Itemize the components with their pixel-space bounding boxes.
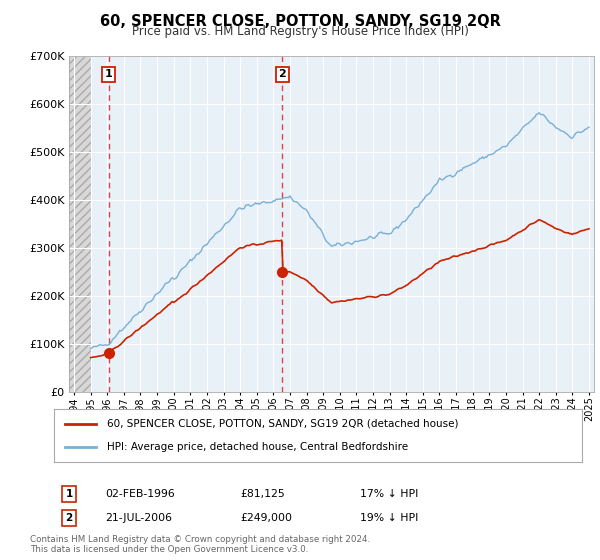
Text: £81,125: £81,125 <box>240 489 285 499</box>
Text: Contains HM Land Registry data © Crown copyright and database right 2024.
This d: Contains HM Land Registry data © Crown c… <box>30 535 370 554</box>
Text: Price paid vs. HM Land Registry's House Price Index (HPI): Price paid vs. HM Land Registry's House … <box>131 25 469 38</box>
Text: 2: 2 <box>278 69 286 80</box>
Text: HPI: Average price, detached house, Central Bedfordshire: HPI: Average price, detached house, Cent… <box>107 442 408 452</box>
Text: 1: 1 <box>105 69 113 80</box>
Text: 17% ↓ HPI: 17% ↓ HPI <box>360 489 418 499</box>
Text: 02-FEB-1996: 02-FEB-1996 <box>105 489 175 499</box>
Text: 21-JUL-2006: 21-JUL-2006 <box>105 513 172 523</box>
Text: £249,000: £249,000 <box>240 513 292 523</box>
Text: 1: 1 <box>65 489 73 499</box>
Text: 19% ↓ HPI: 19% ↓ HPI <box>360 513 418 523</box>
Text: 2: 2 <box>65 513 73 523</box>
Text: 60, SPENCER CLOSE, POTTON, SANDY, SG19 2QR: 60, SPENCER CLOSE, POTTON, SANDY, SG19 2… <box>100 14 500 29</box>
Text: 60, SPENCER CLOSE, POTTON, SANDY, SG19 2QR (detached house): 60, SPENCER CLOSE, POTTON, SANDY, SG19 2… <box>107 419 458 429</box>
Bar <box>69 56 91 392</box>
